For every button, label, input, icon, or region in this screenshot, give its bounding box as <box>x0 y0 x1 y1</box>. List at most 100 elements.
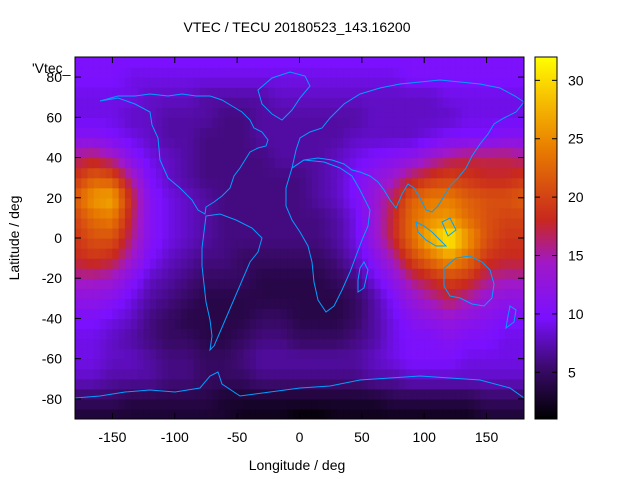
heatmap-cell <box>474 328 481 340</box>
heatmap-cell <box>324 358 332 370</box>
heatmap-cell <box>330 217 338 229</box>
heatmap-cell <box>156 177 163 189</box>
heatmap-cell <box>374 77 382 88</box>
heatmap-cell <box>424 318 432 330</box>
heatmap-cell <box>224 298 232 309</box>
heatmap-cell <box>311 77 319 88</box>
heatmap-cell <box>81 227 89 239</box>
heatmap-cell <box>474 57 481 68</box>
heatmap-cell <box>343 227 350 239</box>
heatmap-cell <box>480 227 488 239</box>
heatmap-cell <box>511 288 519 299</box>
heatmap-cell <box>474 167 481 179</box>
heatmap-cell <box>318 167 326 179</box>
heatmap-cell <box>205 248 213 259</box>
heatmap-cell <box>237 207 244 219</box>
heatmap-cell <box>318 238 326 249</box>
heatmap-cell <box>280 318 288 330</box>
heatmap-cell <box>112 227 120 239</box>
heatmap-cell <box>467 348 475 360</box>
heatmap-cell <box>174 348 182 360</box>
heatmap-cell <box>99 338 107 350</box>
heatmap-cell <box>517 187 524 199</box>
heatmap-cell <box>124 248 132 259</box>
heatmap-cell <box>237 248 244 259</box>
heatmap-cell <box>162 278 170 289</box>
heatmap-cell <box>255 248 263 259</box>
heatmap-cell <box>99 137 107 149</box>
heatmap-cell <box>293 398 301 410</box>
heatmap-cell <box>112 388 120 400</box>
heatmap-cell <box>492 368 500 380</box>
heatmap-cell <box>199 127 207 139</box>
heatmap-cell <box>93 127 101 139</box>
heatmap-cell <box>430 288 438 299</box>
heatmap-cell <box>492 348 500 360</box>
heatmap-cell <box>268 117 276 128</box>
heatmap-cell <box>106 238 114 249</box>
heatmap-cell <box>380 117 388 128</box>
heatmap-cell <box>430 87 438 98</box>
heatmap-cell <box>480 107 488 118</box>
heatmap-cell <box>106 67 114 78</box>
heatmap-cell <box>293 358 301 370</box>
heatmap-cell <box>205 388 213 400</box>
heatmap-cell <box>424 368 432 380</box>
heatmap-cell <box>218 97 226 108</box>
heatmap-cell <box>187 378 195 390</box>
heatmap-cell <box>149 157 157 169</box>
heatmap-cell <box>205 147 213 159</box>
heatmap-cell <box>112 258 120 269</box>
heatmap-cell <box>262 338 269 350</box>
heatmap-cell <box>411 298 419 309</box>
heatmap-cell <box>417 167 425 179</box>
heatmap-cell <box>75 358 82 370</box>
heatmap-cell <box>393 137 400 149</box>
heatmap-cell <box>293 328 301 340</box>
heatmap-cell <box>168 268 176 279</box>
heatmap-cell <box>486 97 494 108</box>
heatmap-cell <box>230 77 238 88</box>
heatmap-cell <box>417 97 425 108</box>
coastline-australia <box>443 255 495 307</box>
heatmap-cell <box>361 408 369 419</box>
heatmap-cell <box>187 388 195 400</box>
heatmap-cell <box>311 177 319 189</box>
heatmap-cell <box>205 238 213 249</box>
heatmap-cell <box>455 258 463 269</box>
heatmap-cell <box>156 117 163 128</box>
heatmap-cell <box>355 57 363 68</box>
heatmap-cell <box>255 398 263 410</box>
heatmap-cell <box>449 268 457 279</box>
heatmap-cell <box>274 408 282 419</box>
heatmap-cell <box>205 157 213 169</box>
heatmap-cell <box>449 318 457 330</box>
heatmap-cell <box>386 107 394 118</box>
heatmap-cell <box>324 157 332 169</box>
heatmap-cell <box>299 67 307 78</box>
heatmap-cell <box>405 308 413 320</box>
heatmap-cell <box>287 57 294 68</box>
heatmap-cell <box>511 227 519 239</box>
heatmap-cell <box>305 97 313 108</box>
heatmap-cell <box>162 298 170 309</box>
heatmap-cell <box>230 388 238 400</box>
heatmap-cell <box>474 177 481 189</box>
heatmap-cell <box>511 57 519 68</box>
heatmap-cell <box>205 308 213 320</box>
heatmap-cell <box>168 398 176 410</box>
heatmap-cell <box>243 107 251 118</box>
heatmap-cell <box>162 207 170 219</box>
heatmap-cell <box>87 298 95 309</box>
heatmap-cell <box>262 217 269 229</box>
heatmap-cell <box>143 137 151 149</box>
heatmap-cell <box>299 127 307 139</box>
heatmap-cell <box>224 117 232 128</box>
heatmap-cell <box>124 97 132 108</box>
heatmap-cell <box>237 217 244 229</box>
heatmap-cell <box>511 217 519 229</box>
heatmap-cell <box>424 388 432 400</box>
heatmap-cell <box>318 77 326 88</box>
heatmap-cell <box>112 117 120 128</box>
heatmap-cell <box>118 117 126 128</box>
